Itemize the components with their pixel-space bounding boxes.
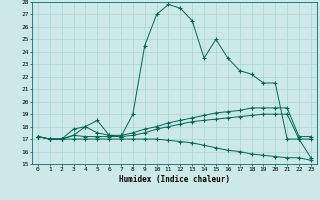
X-axis label: Humidex (Indice chaleur): Humidex (Indice chaleur) — [119, 175, 230, 184]
